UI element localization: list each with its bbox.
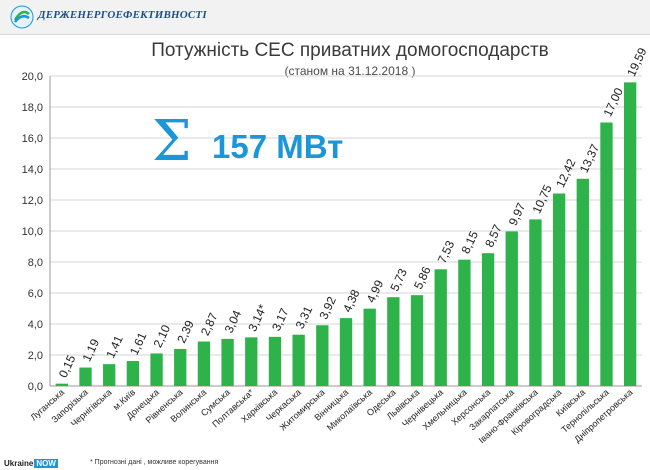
data-label: 17,00 (601, 85, 627, 118)
data-label: 13,37 (577, 142, 603, 175)
data-label: 3,92 (316, 294, 339, 321)
data-label: 1,19 (80, 336, 103, 363)
bar (126, 361, 140, 386)
ukraine-now-logo: Ukraine NOW (4, 459, 58, 468)
data-label: 9,97 (506, 200, 529, 227)
bar (624, 82, 637, 386)
brand-badge: NOW (34, 459, 58, 468)
chart-subtitle: (станом на 31.12.2018 ) (284, 64, 416, 78)
bar (339, 318, 353, 386)
bar (481, 253, 495, 386)
data-label: 1,41 (103, 333, 126, 360)
y-tick-label: 20,0 (22, 71, 43, 83)
bar (458, 259, 471, 386)
bar (55, 383, 68, 386)
data-label: 19,59 (624, 45, 650, 78)
bar (221, 338, 234, 386)
agency-logo-icon (10, 5, 34, 29)
y-tick-label: 2,0 (28, 350, 43, 362)
bar (79, 367, 92, 386)
total-capacity: 157 МВт (212, 128, 344, 165)
y-tick-label: 12,0 (22, 195, 43, 207)
data-label: 2,10 (151, 322, 174, 349)
bar (363, 308, 376, 386)
data-label: 8,15 (458, 229, 481, 256)
data-label: 0,15 (56, 353, 79, 380)
bar (529, 219, 542, 386)
footnote: * Прогнозні дані , можливе корегування (90, 459, 219, 466)
data-label: 4,38 (340, 287, 363, 314)
bar (434, 269, 447, 386)
bar (292, 334, 305, 386)
bar (245, 337, 258, 386)
bar (197, 341, 211, 386)
data-label: 4,99 (364, 278, 387, 305)
y-tick-label: 14,0 (22, 164, 43, 176)
data-label: 8,57 (482, 222, 505, 249)
bar (268, 336, 282, 386)
bar (150, 353, 163, 386)
chart-title: Потужність СЕС приватних домогосподарств (151, 40, 549, 61)
bar (576, 178, 589, 386)
brand-text: Ukraine (4, 459, 34, 468)
y-tick-label: 0,0 (28, 381, 43, 393)
y-tick-label: 16,0 (22, 133, 43, 145)
data-label: 1,61 (127, 330, 150, 357)
y-tick-label: 18,0 (22, 102, 43, 114)
bar (387, 297, 400, 386)
bar (600, 122, 613, 386)
data-label: 10,75 (529, 182, 555, 215)
bar (410, 295, 424, 386)
y-tick-label: 4,0 (28, 319, 43, 331)
organization-name: ДЕРЖЕНЕРГОЕФЕКТИВНОСТІ (38, 9, 207, 21)
y-tick-label: 8,0 (28, 257, 43, 269)
sigma-icon: Σ (152, 109, 192, 174)
bar (505, 231, 518, 386)
bar (316, 325, 329, 386)
data-label: 3,17 (269, 306, 292, 333)
bar (174, 348, 187, 386)
bar (552, 193, 566, 386)
data-label: 2,39 (174, 318, 197, 345)
data-label: 3,04 (222, 308, 245, 335)
header-bar: ДЕРЖЕНЕРГОЕФЕКТИВНОСТІ (0, 0, 650, 35)
data-label: 7,53 (435, 238, 458, 265)
y-tick-label: 10,0 (22, 226, 43, 238)
y-tick-label: 6,0 (28, 288, 43, 300)
data-label: 5,73 (387, 266, 410, 293)
bar (103, 364, 116, 386)
data-label: 5,86 (411, 264, 434, 291)
data-label: 12,42 (553, 156, 579, 189)
data-label: 3,31 (293, 304, 316, 331)
data-label: 3,14* (245, 302, 270, 334)
